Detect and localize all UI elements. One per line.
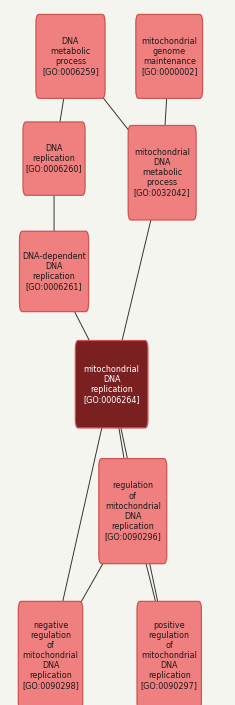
Text: mitochondrial
DNA
metabolic
process
[GO:0032042]: mitochondrial DNA metabolic process [GO:… — [134, 148, 191, 197]
FancyBboxPatch shape — [20, 231, 89, 312]
Text: negative
regulation
of
mitochondrial
DNA
replication
[GO:0090298]: negative regulation of mitochondrial DNA… — [22, 621, 79, 690]
FancyBboxPatch shape — [23, 122, 85, 195]
FancyBboxPatch shape — [136, 14, 203, 98]
Text: positive
regulation
of
mitochondrial
DNA
replication
[GO:0090297]: positive regulation of mitochondrial DNA… — [141, 621, 198, 690]
FancyBboxPatch shape — [18, 601, 83, 705]
Text: DNA-dependent
DNA
replication
[GO:0006261]: DNA-dependent DNA replication [GO:000626… — [22, 252, 86, 291]
FancyBboxPatch shape — [128, 125, 196, 220]
Text: DNA
metabolic
process
[GO:0006259]: DNA metabolic process [GO:0006259] — [42, 37, 99, 76]
Text: regulation
of
mitochondrial
DNA
replication
[GO:0090296]: regulation of mitochondrial DNA replicat… — [104, 482, 161, 541]
Text: DNA
replication
[GO:0006260]: DNA replication [GO:0006260] — [26, 144, 82, 173]
FancyBboxPatch shape — [75, 341, 148, 428]
FancyBboxPatch shape — [137, 601, 201, 705]
Text: mitochondrial
genome
maintenance
[GO:0000002]: mitochondrial genome maintenance [GO:000… — [141, 37, 197, 76]
Text: mitochondrial
DNA
replication
[GO:0006264]: mitochondrial DNA replication [GO:000626… — [83, 364, 140, 404]
FancyBboxPatch shape — [36, 14, 105, 98]
FancyBboxPatch shape — [99, 458, 167, 564]
